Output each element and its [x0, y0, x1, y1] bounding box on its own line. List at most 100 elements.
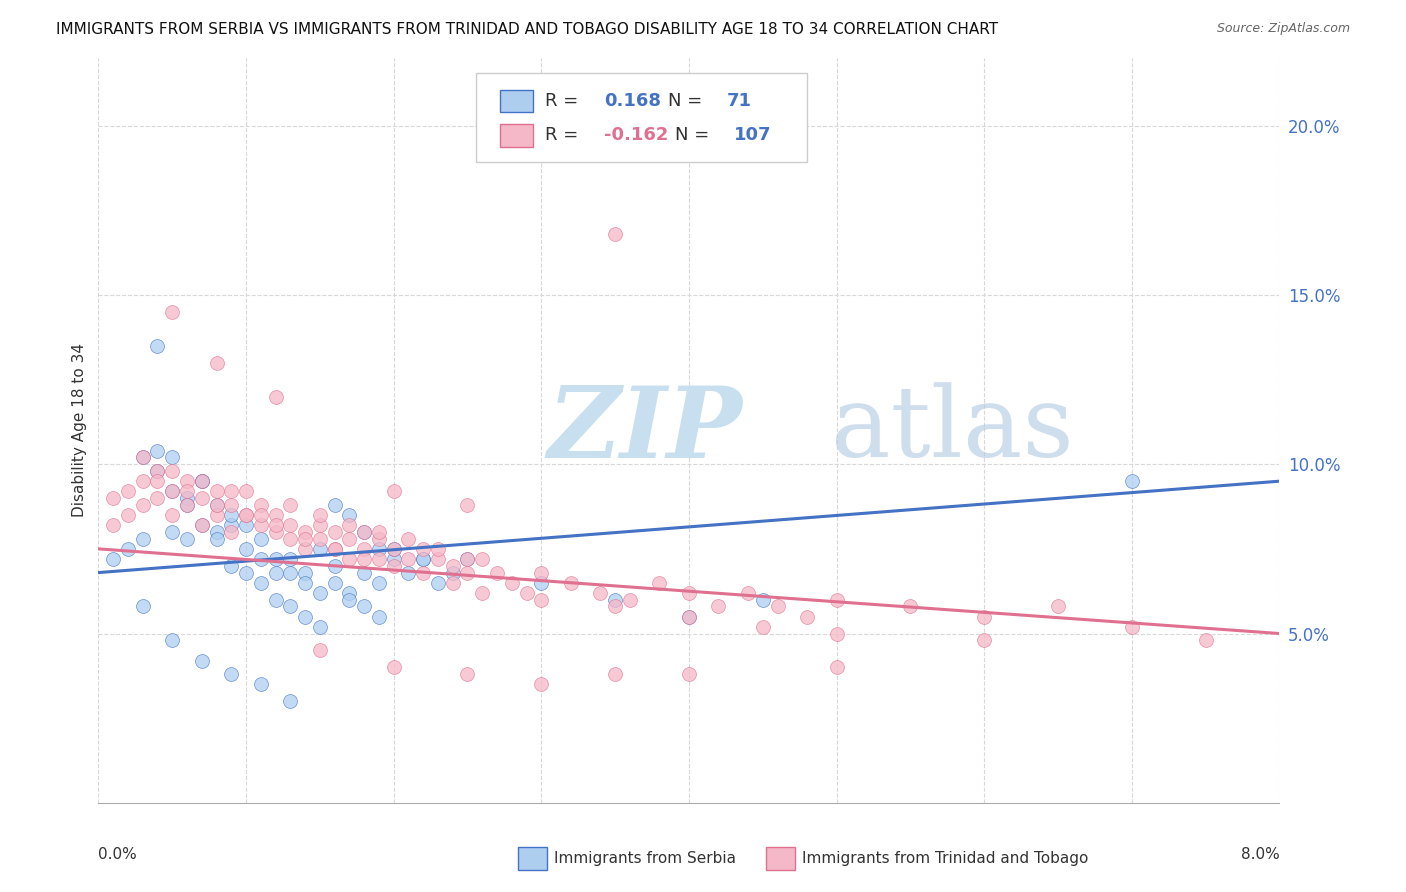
Point: [382, 541, 405, 556]
Point: [250, 518, 273, 533]
Point: [368, 524, 391, 539]
Point: [457, 552, 479, 566]
Point: [530, 566, 553, 580]
Point: [162, 484, 183, 499]
FancyBboxPatch shape: [517, 847, 547, 870]
Point: [353, 541, 375, 556]
Point: [205, 356, 228, 370]
Point: [368, 532, 391, 546]
Point: [205, 508, 228, 522]
Point: [280, 532, 302, 546]
Point: [382, 558, 405, 573]
Point: [353, 566, 375, 580]
Point: [205, 524, 228, 539]
Point: [176, 498, 198, 512]
Point: [441, 566, 464, 580]
Point: [398, 532, 420, 546]
Point: [766, 599, 789, 614]
Point: [605, 667, 627, 681]
Point: [457, 498, 479, 512]
Point: [221, 484, 243, 499]
Point: [752, 620, 775, 634]
Point: [235, 566, 257, 580]
Point: [382, 660, 405, 674]
Text: atlas: atlas: [831, 383, 1073, 478]
Point: [605, 227, 627, 241]
Point: [457, 667, 479, 681]
Point: [737, 586, 759, 600]
Point: [235, 541, 257, 556]
Point: [162, 524, 183, 539]
Point: [589, 586, 612, 600]
Point: [221, 524, 243, 539]
Point: [323, 558, 346, 573]
Point: [486, 566, 509, 580]
Text: N =: N =: [675, 127, 714, 145]
Point: [191, 491, 214, 505]
Point: [309, 532, 332, 546]
Point: [235, 518, 257, 533]
Point: [353, 552, 375, 566]
Point: [309, 541, 332, 556]
Point: [368, 609, 391, 624]
Point: [264, 566, 287, 580]
FancyBboxPatch shape: [501, 124, 533, 146]
Point: [323, 575, 346, 590]
Point: [235, 508, 257, 522]
Text: R =: R =: [546, 92, 583, 111]
Point: [368, 575, 391, 590]
Text: 8.0%: 8.0%: [1240, 847, 1279, 863]
Point: [162, 464, 183, 478]
Point: [176, 498, 198, 512]
Text: 107: 107: [734, 127, 772, 145]
Point: [294, 609, 316, 624]
Point: [382, 541, 405, 556]
Text: 71: 71: [727, 92, 752, 111]
Point: [309, 508, 332, 522]
Point: [162, 305, 183, 319]
Point: [353, 599, 375, 614]
Point: [382, 552, 405, 566]
Point: [323, 541, 346, 556]
Point: [294, 524, 316, 539]
Point: [825, 626, 848, 640]
Point: [339, 508, 361, 522]
Point: [1046, 599, 1070, 614]
Point: [103, 491, 125, 505]
Point: [398, 552, 420, 566]
Point: [264, 524, 287, 539]
Point: [132, 599, 155, 614]
Point: [309, 586, 332, 600]
Point: [353, 524, 375, 539]
Point: [368, 541, 391, 556]
Point: [339, 586, 361, 600]
Point: [132, 474, 155, 488]
Point: [678, 609, 700, 624]
Point: [146, 464, 169, 478]
Point: [752, 592, 775, 607]
Point: [191, 474, 214, 488]
Point: [339, 552, 361, 566]
Point: [368, 552, 391, 566]
Point: [235, 484, 257, 499]
Point: [176, 532, 198, 546]
Point: [176, 484, 198, 499]
Point: [235, 508, 257, 522]
Point: [162, 450, 183, 465]
Point: [294, 566, 316, 580]
Point: [309, 643, 332, 657]
Point: [250, 575, 273, 590]
Point: [176, 474, 198, 488]
Point: [264, 518, 287, 533]
Point: [530, 677, 553, 691]
Point: [264, 508, 287, 522]
Point: [264, 390, 287, 404]
Point: [471, 552, 494, 566]
Point: [339, 518, 361, 533]
Text: -0.162: -0.162: [605, 127, 668, 145]
Point: [132, 450, 155, 465]
Point: [1121, 620, 1143, 634]
Point: [457, 566, 479, 580]
Point: [146, 464, 169, 478]
Point: [441, 575, 464, 590]
